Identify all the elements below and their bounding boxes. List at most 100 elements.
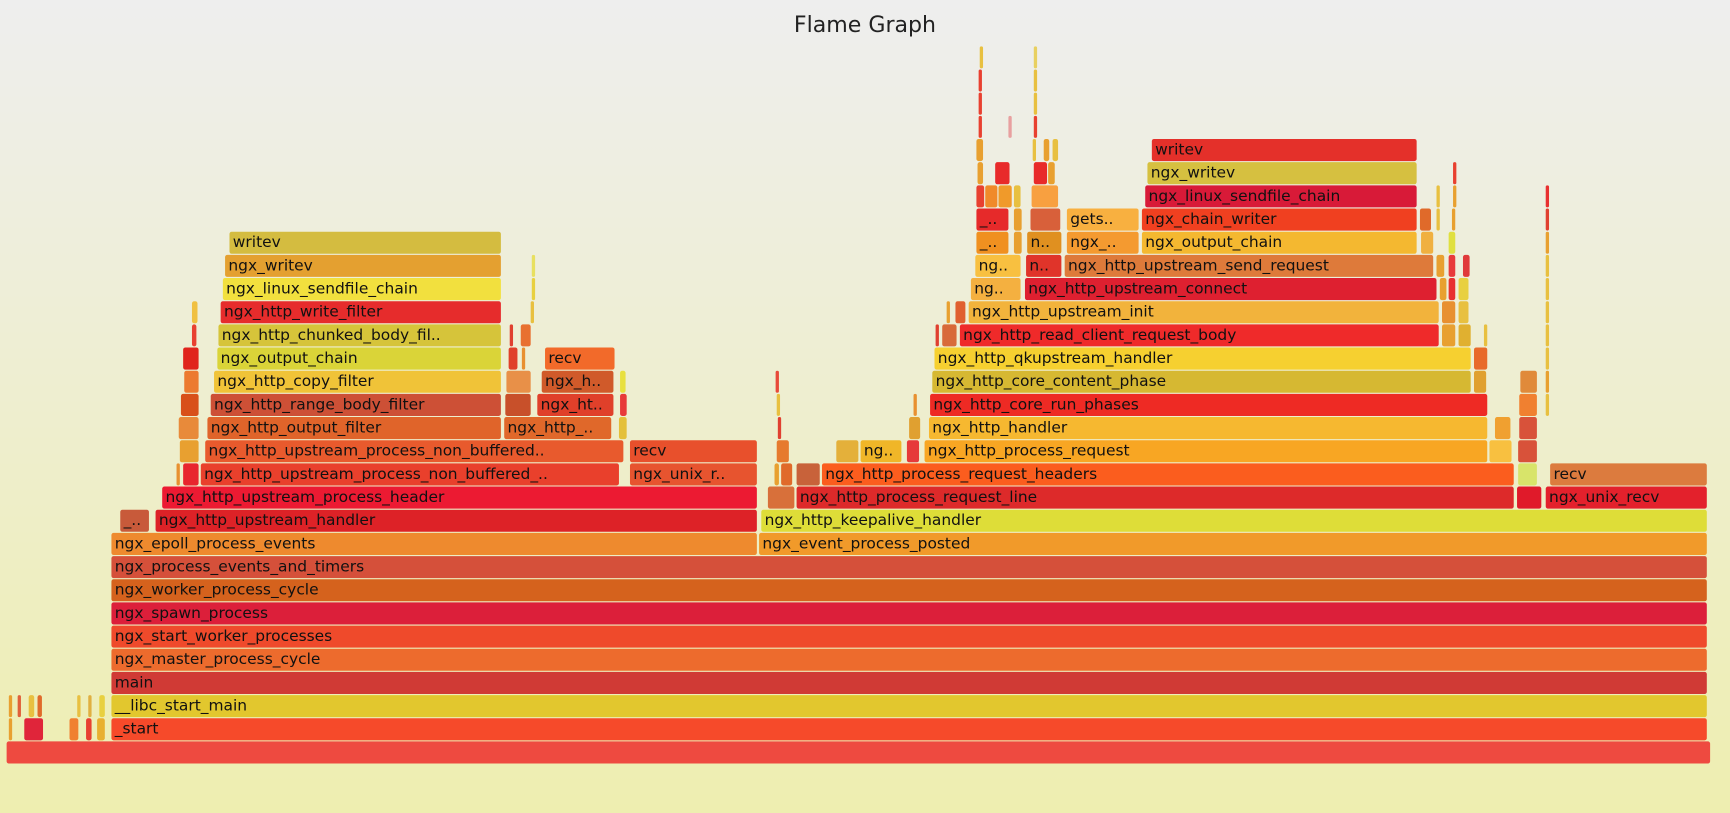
frame[interactable] bbox=[1494, 417, 1511, 440]
frame-ngx-http-read-client-request-body[interactable]: ngx_http_read_client_request_body bbox=[959, 324, 1439, 347]
frame[interactable] bbox=[1436, 185, 1440, 208]
frame[interactable] bbox=[530, 301, 534, 324]
frame-ngx-worker-process-cycle[interactable]: ngx_worker_process_cycle bbox=[111, 579, 1707, 602]
frame[interactable] bbox=[1545, 208, 1550, 231]
frame[interactable] bbox=[99, 695, 105, 718]
frame[interactable] bbox=[955, 301, 966, 324]
frame[interactable] bbox=[24, 718, 44, 741]
frame[interactable] bbox=[69, 718, 79, 741]
frame-ngx-h-[interactable]: ngx_h.. bbox=[541, 370, 614, 393]
frame-ngx-http-upstream-connect[interactable]: ngx_http_upstream_connect bbox=[1024, 278, 1437, 301]
frame[interactable] bbox=[1448, 278, 1456, 301]
frame[interactable] bbox=[1453, 185, 1457, 208]
frame-gets-[interactable]: gets.. bbox=[1066, 208, 1139, 231]
frame-ngx-http-range-body-filter[interactable]: ngx_http_range_body_filter bbox=[210, 393, 501, 416]
frame[interactable] bbox=[909, 417, 921, 440]
frame-ngx-http-output-filter[interactable]: ngx_http_output_filter bbox=[207, 417, 501, 440]
frame[interactable] bbox=[1043, 139, 1050, 162]
frame[interactable] bbox=[183, 347, 199, 370]
frame[interactable] bbox=[37, 695, 42, 718]
frame[interactable] bbox=[1448, 254, 1456, 277]
frame[interactable] bbox=[1008, 115, 1012, 138]
frame[interactable] bbox=[6, 741, 1711, 764]
frame-ngx-epoll-process-events[interactable]: ngx_epoll_process_events bbox=[111, 532, 757, 555]
frame[interactable] bbox=[978, 69, 982, 92]
frame[interactable] bbox=[1545, 254, 1550, 277]
frame-ngx-output-chain[interactable]: ngx_output_chain bbox=[1141, 231, 1417, 254]
frame[interactable] bbox=[618, 417, 627, 440]
frame[interactable] bbox=[176, 463, 180, 486]
frame[interactable] bbox=[1048, 162, 1055, 185]
frame-ngx-http-chunked-body-fil-[interactable]: ngx_http_chunked_body_fil.. bbox=[218, 324, 501, 347]
frame[interactable] bbox=[620, 393, 627, 416]
frame-ngx-http-upstream-handler[interactable]: ngx_http_upstream_handler bbox=[155, 509, 757, 532]
frame[interactable] bbox=[777, 417, 782, 440]
frame[interactable] bbox=[1013, 231, 1022, 254]
frame-ngx-unix-recv[interactable]: ngx_unix_recv bbox=[1545, 486, 1707, 509]
frame[interactable] bbox=[1518, 440, 1537, 463]
frame-ngx-http-copy-filter[interactable]: ngx_http_copy_filter bbox=[214, 370, 501, 393]
frame[interactable] bbox=[1545, 347, 1550, 370]
frame[interactable] bbox=[179, 440, 199, 463]
frame[interactable] bbox=[978, 92, 982, 115]
frame[interactable] bbox=[995, 162, 1010, 185]
frame[interactable] bbox=[77, 695, 81, 718]
frame[interactable] bbox=[8, 695, 13, 718]
frame[interactable] bbox=[1033, 69, 1038, 92]
frame[interactable] bbox=[1545, 370, 1550, 393]
frame-ngx-writev[interactable]: ngx_writev bbox=[225, 254, 501, 277]
frame[interactable] bbox=[1052, 139, 1059, 162]
frame[interactable] bbox=[1033, 162, 1048, 185]
frame[interactable] bbox=[1439, 278, 1447, 301]
frame[interactable] bbox=[976, 139, 984, 162]
frame[interactable] bbox=[505, 393, 531, 416]
frame[interactable] bbox=[1033, 115, 1038, 138]
frame[interactable] bbox=[1442, 301, 1456, 324]
frame-ngx-http-core-run-phases[interactable]: ngx_http_core_run_phases bbox=[930, 393, 1488, 416]
frame[interactable] bbox=[796, 463, 820, 486]
frame[interactable] bbox=[180, 393, 199, 416]
frame[interactable] bbox=[97, 718, 105, 741]
frame-ngx-writev[interactable]: ngx_writev bbox=[1147, 162, 1417, 185]
frame[interactable] bbox=[774, 463, 779, 486]
frame--start[interactable]: _start bbox=[111, 718, 1707, 741]
frame[interactable] bbox=[776, 393, 781, 416]
frame-ngx-http-[interactable]: ngx_http_.. bbox=[504, 417, 612, 440]
frame-ng-[interactable]: ng.. bbox=[975, 254, 1021, 277]
frame[interactable] bbox=[979, 46, 984, 69]
frame[interactable] bbox=[1421, 231, 1434, 254]
frame[interactable] bbox=[977, 162, 984, 185]
frame[interactable] bbox=[28, 695, 35, 718]
frame[interactable] bbox=[1451, 208, 1456, 231]
frame[interactable] bbox=[1520, 370, 1537, 393]
frame-ngx-http-core-content-phase[interactable]: ngx_http_core_content_phase bbox=[932, 370, 1471, 393]
frame[interactable] bbox=[17, 695, 21, 718]
frame-writev[interactable]: writev bbox=[1151, 139, 1417, 162]
frame[interactable] bbox=[1519, 393, 1537, 416]
frame-ngx-http-process-request[interactable]: ngx_http_process_request bbox=[924, 440, 1488, 463]
frame-ngx-http-handler[interactable]: ngx_http_handler bbox=[928, 417, 1488, 440]
frame[interactable] bbox=[508, 347, 518, 370]
frame-ng-[interactable]: ng.. bbox=[860, 440, 902, 463]
frame[interactable] bbox=[1545, 301, 1550, 324]
frame-ngx-process-events-and-timers[interactable]: ngx_process_events_and_timers bbox=[111, 556, 1707, 579]
frame[interactable] bbox=[781, 463, 793, 486]
frame[interactable] bbox=[509, 324, 514, 347]
frame[interactable] bbox=[506, 370, 531, 393]
frame[interactable] bbox=[776, 440, 789, 463]
frame[interactable] bbox=[1448, 231, 1456, 254]
frame-ngx-http-keepalive-handler[interactable]: ngx_http_keepalive_handler bbox=[761, 509, 1707, 532]
frame[interactable] bbox=[1474, 347, 1488, 370]
frame[interactable] bbox=[184, 370, 199, 393]
frame-ngx-[interactable]: ngx_.. bbox=[1066, 231, 1139, 254]
frame[interactable] bbox=[1030, 208, 1061, 231]
frame-ngx-http-upstream-process-header[interactable]: ngx_http_upstream_process_header bbox=[162, 486, 757, 509]
frame[interactable] bbox=[1032, 139, 1036, 162]
frame[interactable] bbox=[1033, 46, 1038, 69]
frame-ngx-http-upstream-process-non-buffered-[interactable]: ngx_http_upstream_process_non_buffered_.… bbox=[200, 463, 619, 486]
frame-ngx-start-worker-processes[interactable]: ngx_start_worker_processes bbox=[111, 625, 1707, 648]
frame[interactable] bbox=[531, 254, 536, 277]
frame[interactable] bbox=[1519, 417, 1537, 440]
frame[interactable] bbox=[1436, 208, 1440, 231]
frame[interactable] bbox=[998, 185, 1012, 208]
